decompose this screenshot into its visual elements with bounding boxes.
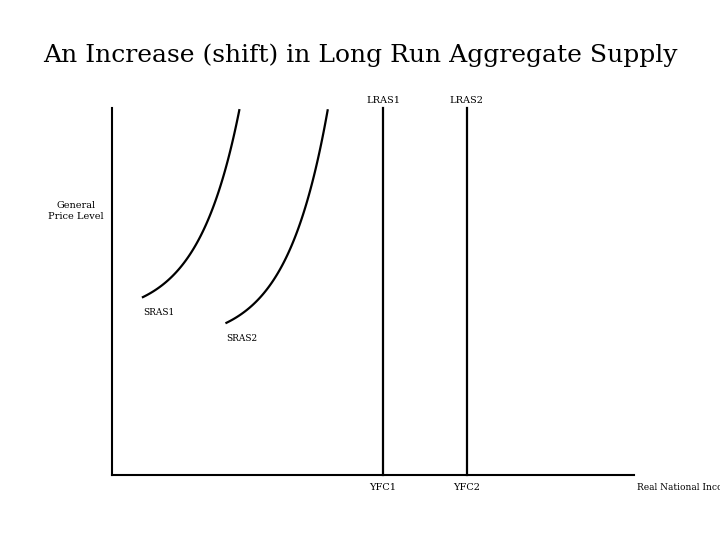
Text: Real National Income: Real National Income bbox=[637, 483, 720, 492]
Text: SRAS2: SRAS2 bbox=[226, 334, 258, 343]
Text: YFC2: YFC2 bbox=[453, 483, 480, 492]
Text: YFC1: YFC1 bbox=[369, 483, 397, 492]
Text: LRAS1: LRAS1 bbox=[366, 96, 400, 105]
Text: An Increase (shift) in Long Run Aggregate Supply: An Increase (shift) in Long Run Aggregat… bbox=[42, 43, 678, 67]
Text: SRAS1: SRAS1 bbox=[143, 308, 174, 317]
Text: General
Price Level: General Price Level bbox=[48, 201, 104, 220]
Text: LRAS2: LRAS2 bbox=[449, 96, 484, 105]
